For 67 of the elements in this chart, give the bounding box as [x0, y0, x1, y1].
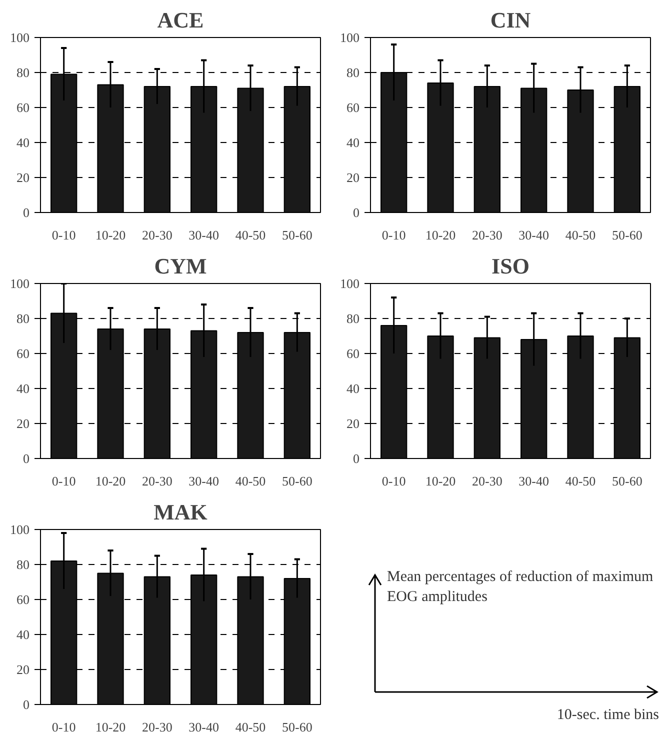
x-tick-label: 40-50	[565, 474, 596, 488]
y-tick-label: 40	[346, 381, 360, 396]
x-tick-label: 10-20	[95, 474, 126, 488]
x-tick-label: 30-40	[518, 228, 550, 242]
x-tick-label: 30-40	[188, 474, 220, 488]
x-tick-label: 50-60	[612, 474, 642, 488]
x-tick-label: 10-20	[425, 228, 456, 242]
x-tick-label: 40-50	[565, 228, 596, 242]
x-tick-label: 0-10	[382, 228, 406, 242]
y-tick-label: 0	[23, 697, 30, 712]
y-tick-label: 0	[23, 205, 30, 220]
x-tick-label: 20-30	[142, 474, 172, 488]
y-tick-label: 60	[16, 100, 30, 115]
x-tick-label: 30-40	[518, 474, 550, 488]
y-tick-label: 40	[16, 381, 30, 396]
x-tick-label: 20-30	[472, 474, 502, 488]
chart-title: MAK	[154, 500, 208, 524]
y-tick-label: 80	[346, 311, 360, 326]
x-tick-label: 10-20	[95, 228, 126, 242]
y-tick-label: 20	[16, 662, 30, 677]
y-tick-label: 20	[346, 170, 360, 185]
y-tick-label: 100	[10, 30, 30, 45]
y-tick-label: 20	[16, 170, 30, 185]
y-tick-label: 20	[16, 416, 30, 431]
x-tick-label: 50-60	[282, 720, 312, 734]
y-tick-label: 80	[16, 311, 30, 326]
x-tick-label: 10-20	[425, 474, 456, 488]
y-tick-label: 80	[16, 557, 30, 572]
y-tick-label: 60	[16, 592, 30, 607]
y-tick-label: 0	[353, 205, 360, 220]
y-tick-label: 40	[16, 627, 30, 642]
x-tick-label: 40-50	[235, 474, 266, 488]
text: 10-sec. time bins	[556, 706, 659, 725]
y-tick-label: 100	[340, 276, 360, 291]
x-tick-label: 0-10	[52, 228, 76, 242]
y-tick-label: 20	[346, 416, 360, 431]
x-tick-label: 20-30	[142, 228, 172, 242]
x-tick-label: 30-40	[188, 228, 220, 242]
y-tick-label: 0	[23, 451, 30, 466]
y-tick-label: 60	[346, 100, 360, 115]
x-tick-label: 50-60	[612, 228, 642, 242]
x-tick-label: 30-40	[188, 720, 220, 734]
x-tick-label: 20-30	[472, 228, 502, 242]
x-tick-label: 50-60	[282, 474, 312, 488]
x-tick-label: 10-20	[95, 720, 126, 734]
x-tick-label: 0-10	[382, 474, 406, 488]
y-tick-label: 60	[16, 346, 30, 361]
y-tick-label: 80	[16, 65, 30, 80]
y-tick-label: 60	[346, 346, 360, 361]
chart-title: CIN	[490, 8, 531, 32]
chart-title: CYM	[154, 254, 208, 278]
x-tick-label: 40-50	[235, 720, 266, 734]
y-tick-label: 100	[340, 30, 360, 45]
text: Mean percentages of reduction of maximum EOG amplitudes	[387, 568, 654, 607]
chart-title: ACE	[157, 8, 204, 32]
x-tick-label: 20-30	[142, 720, 172, 734]
y-tick-label: 80	[346, 65, 360, 80]
x-tick-label: 50-60	[282, 228, 312, 242]
x-tick-label: 0-10	[52, 474, 76, 488]
x-tick-label: 0-10	[52, 720, 76, 734]
y-tick-label: 100	[10, 522, 30, 537]
x-tick-label: 40-50	[235, 228, 266, 242]
y-tick-label: 40	[16, 135, 30, 150]
y-tick-label: 100	[10, 276, 30, 291]
y-tick-label: 0	[353, 451, 360, 466]
y-tick-label: 40	[346, 135, 360, 150]
chart-title: ISO	[492, 254, 530, 278]
